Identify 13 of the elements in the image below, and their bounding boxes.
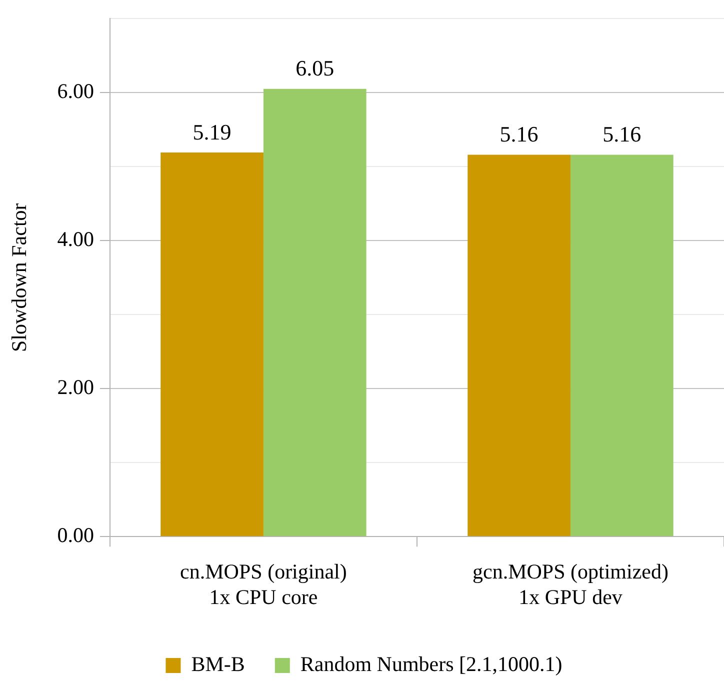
y-tick-label: 6.00 — [57, 79, 94, 104]
x-tick-label: gcn.MOPS (optimized) 1x GPU dev — [472, 560, 668, 609]
y-axis-title: Slowdown Factor — [7, 203, 32, 352]
data-label: 5.16 — [602, 122, 642, 147]
data-label: 5.19 — [192, 119, 232, 144]
y-tick-label: 0.00 — [57, 523, 94, 548]
legend-label: Random Numbers [2.1,1000.1) — [300, 652, 562, 676]
y-tick-label: 2.00 — [57, 375, 94, 400]
legend-label: BM-B — [191, 652, 245, 676]
x-tick-label: cn.MOPS (original) 1x CPU core — [180, 560, 347, 609]
y-tick-label: 4.00 — [57, 227, 94, 252]
data-label: 6.05 — [296, 56, 334, 81]
data-label: 5.16 — [500, 122, 538, 147]
